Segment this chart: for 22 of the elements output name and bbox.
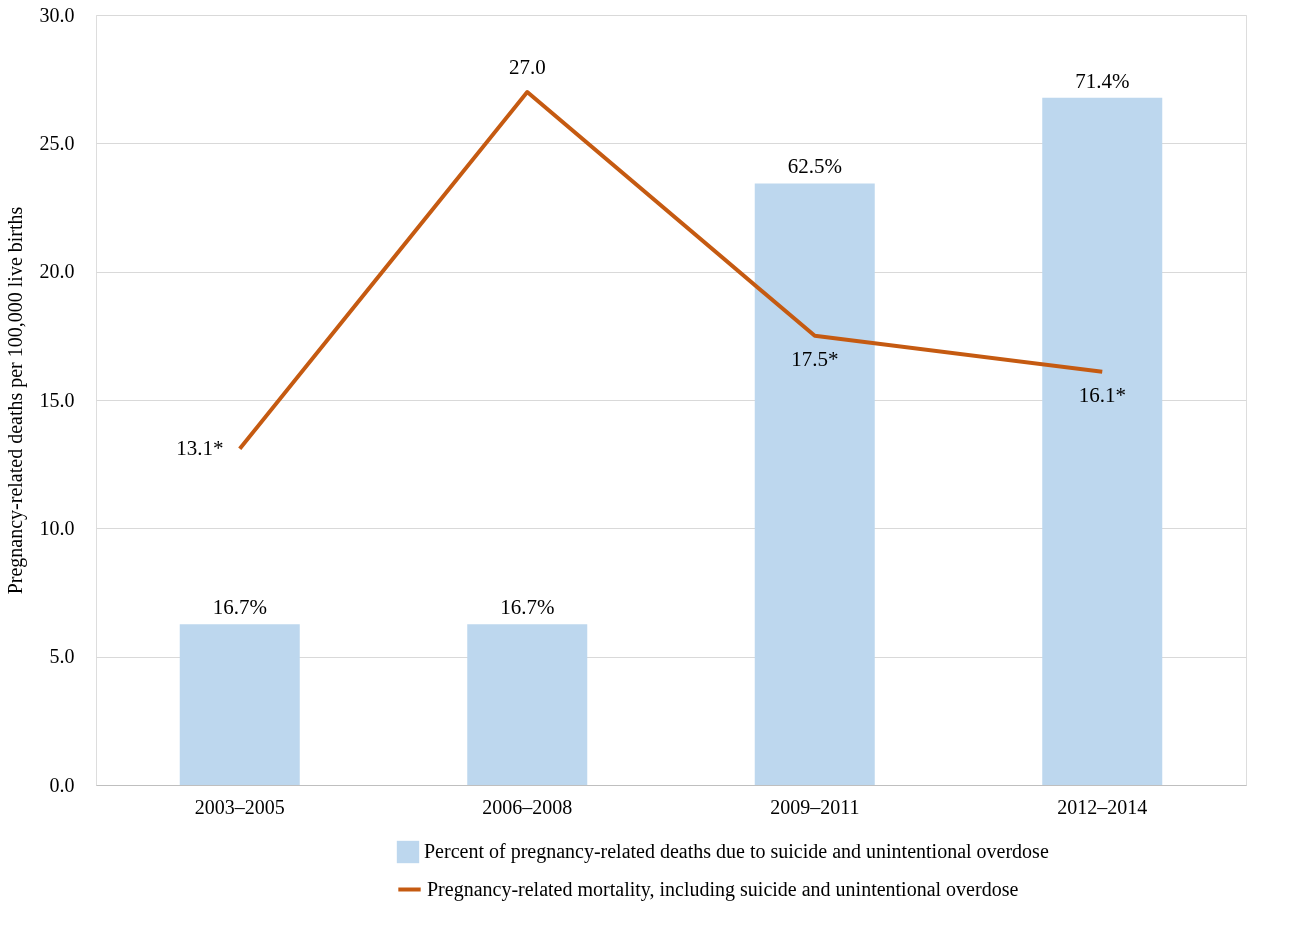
data-label: 16.7% — [212, 595, 267, 620]
data-label: 71.4% — [1075, 68, 1130, 93]
x-tick-label: 2012–2014 — [1057, 795, 1148, 818]
y-tick-label: 10.0 — [39, 516, 75, 539]
y-tick-label: 30.0 — [39, 3, 75, 26]
x-tick-label: 2009–2011 — [770, 795, 860, 818]
y-axis-title: Pregnancy-related deaths per 100,000 live births — [3, 206, 27, 595]
x-tick-label: 2003–2005 — [194, 795, 285, 818]
y-tick-label: 25.0 — [39, 131, 75, 154]
x-tick-label: 2006–2008 — [482, 795, 573, 818]
y-tick-label: 15.0 — [39, 388, 75, 411]
legend-label: Pregnancy-related mortality, including suicide and unintentional overdose — [427, 877, 1019, 901]
data-label: 16.7% — [500, 595, 555, 620]
legend-label: Percent of pregnancy-related deaths due to suicide and unintentional overdose — [424, 840, 1049, 863]
data-label: 16.1* — [1078, 382, 1126, 407]
y-tick-label: 20.0 — [39, 260, 75, 283]
y-tick-label: 5.0 — [49, 645, 75, 668]
data-label: 27.0 — [508, 55, 546, 79]
data-label: 17.5* — [791, 346, 839, 371]
y-tick-label: 0.0 — [49, 773, 75, 796]
data-label: 13.1* — [176, 435, 224, 460]
data-label: 62.5% — [787, 154, 842, 179]
